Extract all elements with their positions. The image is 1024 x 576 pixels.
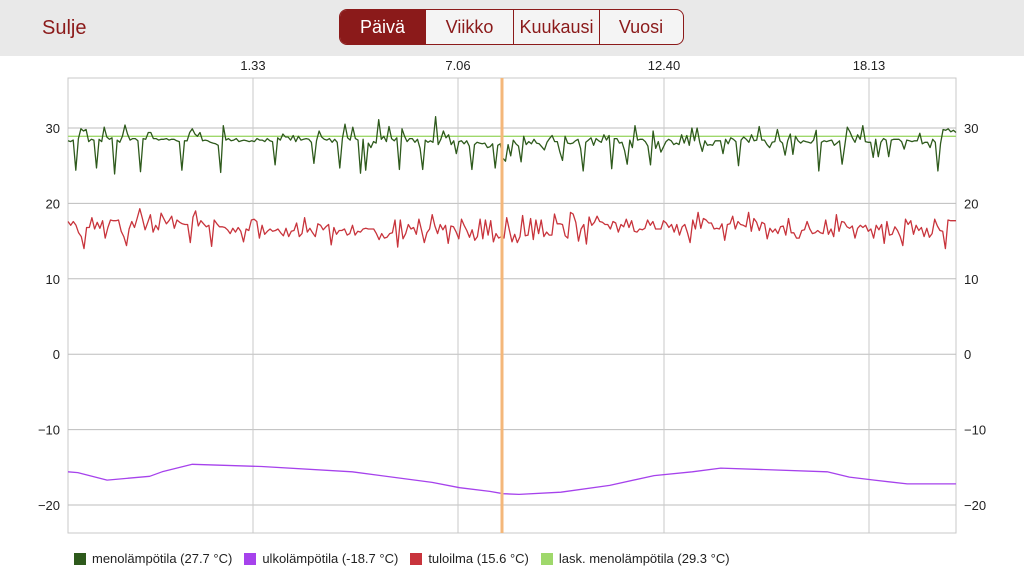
y-tick-label-left: 20 <box>46 196 60 211</box>
y-tick-label-right: 20 <box>964 196 978 211</box>
legend-swatch <box>244 552 257 565</box>
x-tick-label: 7.06 <box>445 58 470 73</box>
y-tick-label-right: 0 <box>964 347 971 362</box>
legend-swatch <box>74 552 86 565</box>
legend-label: menolämpötila (27.7 °C) <box>92 551 233 566</box>
legend-label: ulkolämpötila (-18.7 °C) <box>262 551 399 566</box>
series-line-ulkolampotila <box>67 463 956 496</box>
legend-label: lask. menolämpötila (29.3 °C) <box>558 551 730 566</box>
y-tick-label-right: −20 <box>964 498 986 513</box>
y-tick-label-left: 0 <box>53 347 60 362</box>
legend-swatch <box>540 552 553 565</box>
tab-month[interactable]: Kuukausi <box>514 10 600 44</box>
plot-frame <box>67 77 957 534</box>
legend-item-ulkolampotila[interactable]: ulkolämpötila (-18.7 °C) <box>244 551 398 566</box>
period-selector: Päivä Viikko Kuukausi Vuosi <box>339 9 684 45</box>
y-tick-label-left: 10 <box>46 272 60 287</box>
y-tick-label-right: 10 <box>964 272 978 287</box>
x-tick-label: 1.33 <box>240 58 265 73</box>
y-tick-label-left: −20 <box>38 498 60 513</box>
temperature-chart: 30 30 20 20 10 10 0 0 −10 −10 −20 −20 1.33 7.06 12.40 1… <box>38 58 986 534</box>
y-tick-label-right: −10 <box>964 423 986 438</box>
series-line-menolampotila <box>67 116 957 175</box>
x-tick-label: 12.40 <box>648 58 681 73</box>
legend-swatch <box>410 552 423 565</box>
tab-week[interactable]: Viikko <box>426 10 514 44</box>
legend-item-menolampotila[interactable]: menolämpötila (27.7 °C) <box>74 551 232 566</box>
tab-day[interactable]: Päivä <box>340 10 426 44</box>
x-tick-label: 18.13 <box>853 58 886 73</box>
y-tick-label-left: −10 <box>38 423 60 438</box>
chart-legend: menolämpötila (27.7 °C) ulkolämpötila (-… <box>74 551 742 566</box>
close-button[interactable]: Sulje <box>42 17 87 39</box>
tab-year[interactable]: Vuosi <box>618 16 664 37</box>
series-line-tuloilma <box>67 208 956 250</box>
legend-item-lask-menolampotila[interactable]: lask. menolämpötila (29.3 °C) <box>540 551 730 566</box>
legend-label: tuloilma (15.6 °C) <box>428 551 529 566</box>
top-bar: Sulje Päivä Viikko Kuukausi Vuosi <box>0 0 1024 56</box>
legend-item-tuloilma[interactable]: tuloilma (15.6 °C) <box>410 551 529 566</box>
y-tick-label-right: 30 <box>964 121 978 136</box>
y-tick-label-left: 30 <box>46 121 60 136</box>
